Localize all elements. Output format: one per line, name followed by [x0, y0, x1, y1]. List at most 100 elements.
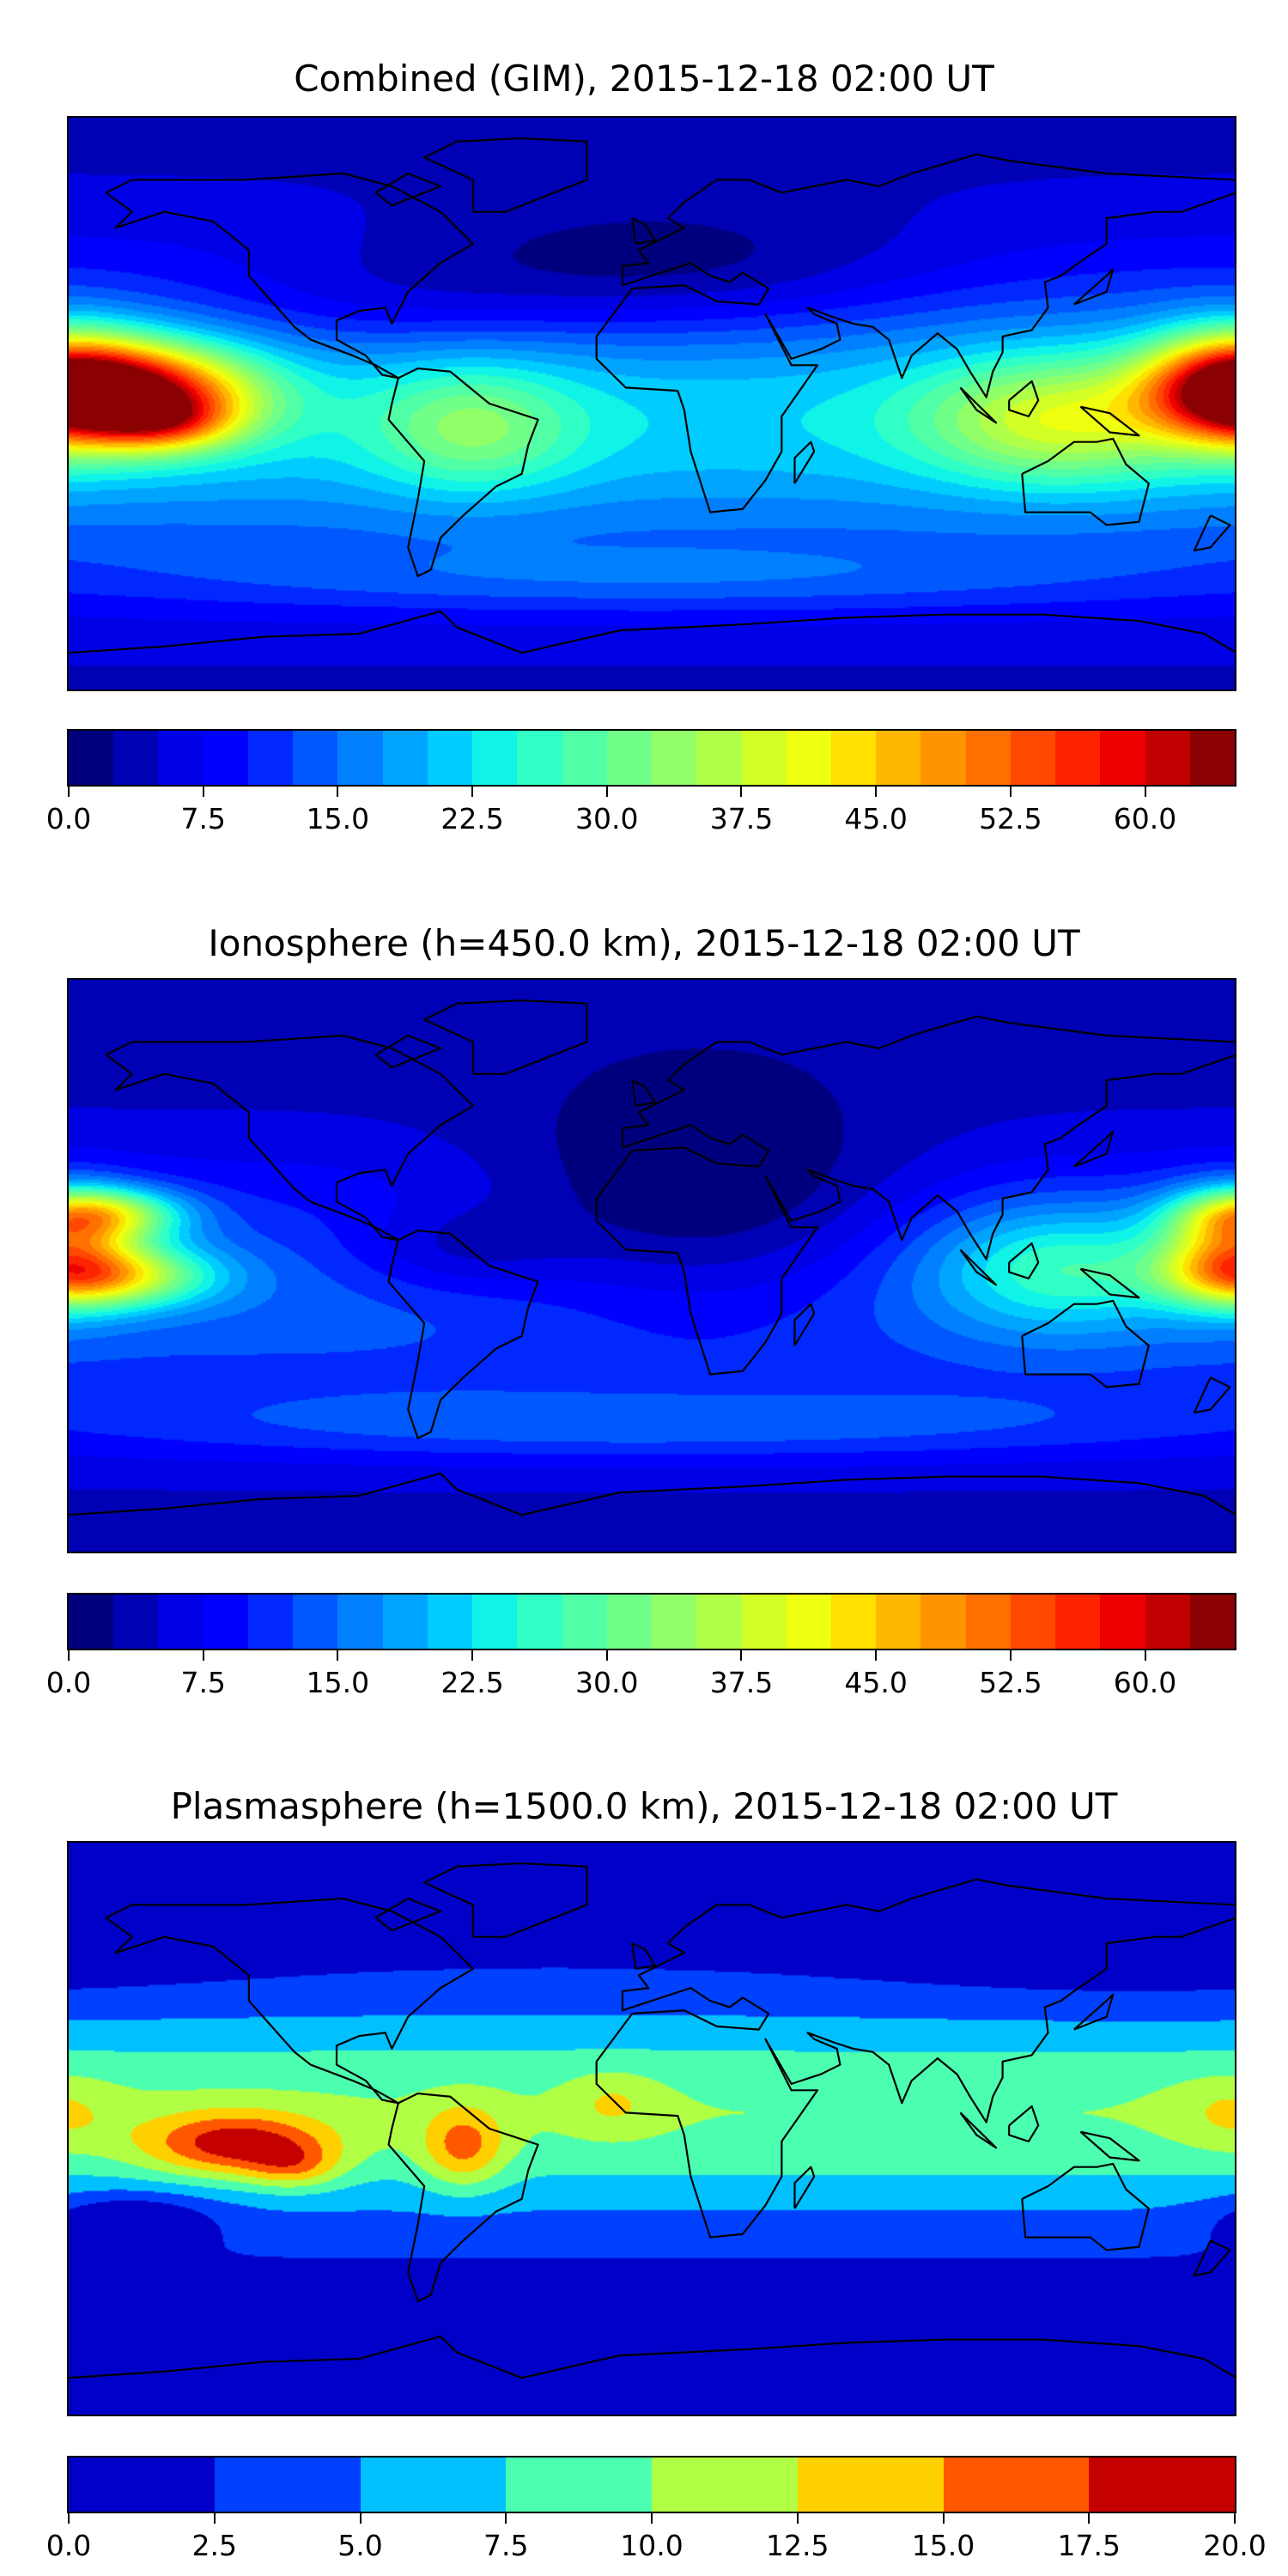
map-plot — [67, 1841, 1236, 2416]
colorbar-tick — [605, 787, 608, 797]
contour-field — [67, 116, 1236, 691]
colorbar-ticks: 0.0 2.5 5.0 7.5 10.0 12.5 15.0 17.5 20.0 — [46, 2513, 1267, 2565]
coastline — [106, 173, 473, 378]
colorbar-tick — [337, 787, 339, 797]
colorbar-bin — [247, 1595, 294, 1649]
coastline — [794, 2167, 814, 2208]
colorbar-tick — [875, 1650, 878, 1661]
colorbar-tick-label: 60.0 — [1113, 802, 1177, 835]
coastline — [1194, 2240, 1230, 2275]
colorbar-bin — [1010, 731, 1056, 785]
map-plot — [67, 116, 1236, 691]
colorbar-bin — [1100, 731, 1145, 785]
colorbar-bin — [1089, 2458, 1235, 2512]
colorbar-tick — [1234, 2513, 1236, 2524]
coastline — [1080, 1269, 1139, 1298]
colorbar-bin — [203, 1595, 248, 1649]
colorbar-tick-label: 15.0 — [306, 802, 370, 835]
colorbar-bin — [652, 731, 697, 785]
colorbar-bin — [472, 731, 518, 785]
colorbar-tick — [1009, 787, 1012, 797]
colorbar-tick — [202, 1650, 204, 1661]
colorbar-bin — [69, 731, 114, 785]
coastlines — [67, 1841, 1236, 2416]
colorbar — [67, 2456, 1236, 2513]
colorbar-tick-label: 52.5 — [979, 1666, 1042, 1699]
coastline — [1009, 2106, 1038, 2142]
coastline — [1074, 1995, 1113, 2030]
colorbar-tick-label: 7.5 — [483, 2529, 529, 2562]
coastline — [424, 1863, 586, 1937]
colorbar-tick — [796, 2513, 799, 2524]
colorbar-tick — [942, 2513, 945, 2524]
colorbar-tick-label: 12.5 — [766, 2529, 829, 2562]
colorbar-bin — [506, 2458, 652, 2512]
coastline — [424, 1000, 586, 1074]
coastline — [1080, 407, 1139, 436]
colorbar-tick-label: 0.0 — [46, 1666, 92, 1699]
colorbar-bin — [876, 731, 921, 785]
coastline — [424, 138, 586, 212]
coastline — [1194, 1377, 1230, 1413]
coastline — [389, 368, 538, 576]
colorbar-bin — [1010, 1595, 1056, 1649]
colorbar — [67, 1593, 1236, 1650]
coastline — [1009, 381, 1038, 416]
colorbar-bin — [1055, 731, 1101, 785]
coastline — [1022, 2164, 1149, 2251]
coastline — [375, 173, 440, 205]
colorbar-bin — [517, 731, 562, 785]
colorbar-tick — [740, 1650, 743, 1661]
colorbar-bin — [203, 731, 248, 785]
colorbar-tick-label: 60.0 — [1113, 1666, 1177, 1699]
colorbar-tick — [605, 1650, 608, 1661]
colorbar — [67, 729, 1236, 787]
coastline — [375, 1036, 440, 1067]
colorbar-bin — [472, 1595, 518, 1649]
colorbar-bin — [797, 2458, 944, 2512]
coastline — [1080, 2132, 1139, 2161]
colorbar-bin — [965, 731, 1011, 785]
colorbar-bin — [606, 731, 653, 785]
colorbar-bin — [1055, 1595, 1101, 1649]
colorbar-bin — [293, 1595, 338, 1649]
colorbar-bin — [786, 731, 831, 785]
colorbar-bin — [382, 731, 428, 785]
coastline — [67, 1473, 1236, 1515]
colorbar-tick-label: 22.5 — [440, 1666, 504, 1699]
coastline — [375, 1899, 440, 1930]
colorbar-tick-label: 52.5 — [979, 802, 1042, 835]
colorbar-bin — [786, 1595, 831, 1649]
contour-field — [67, 1841, 1236, 2416]
colorbar-tick-label: 15.0 — [306, 1666, 370, 1699]
coastline — [1074, 270, 1113, 305]
colorbar-bin — [830, 1595, 877, 1649]
coastline — [1022, 439, 1149, 526]
map-plot — [67, 978, 1236, 1553]
coastline — [106, 1036, 473, 1240]
colorbar-tick — [651, 2513, 653, 2524]
colorbar-tick-label: 17.5 — [1057, 2529, 1121, 2562]
colorbar-tick-label: 2.5 — [191, 2529, 237, 2562]
coastline — [67, 2336, 1236, 2378]
colorbar-tick-label: 37.5 — [709, 1666, 774, 1699]
coastline — [632, 1943, 654, 1969]
colorbar-bin — [69, 2458, 215, 2512]
colorbar-tick — [1088, 2513, 1091, 2524]
colorbar-tick-label: 0.0 — [46, 2529, 92, 2562]
colorbar-tick — [740, 787, 743, 797]
colorbar-bin — [943, 2458, 1090, 2512]
coastline — [389, 1230, 538, 1438]
coastline — [1009, 1243, 1038, 1279]
colorbar-ticks: 0.0 7.5 15.0 22.5 30.0 37.5 45.0 52.5 60.0 — [46, 1650, 1235, 1702]
colorbar-bin — [1145, 1595, 1190, 1649]
colorbar-tick — [68, 1650, 70, 1661]
colorbar-tick-label: 45.0 — [844, 802, 908, 835]
plot-title: Plasmasphere (h=1500.0 km), 2015-12-18 0… — [170, 1785, 1118, 1827]
coastline — [106, 1899, 473, 2103]
coastline — [1194, 515, 1230, 550]
colorbar-bin — [517, 1595, 562, 1649]
coastline — [1074, 1132, 1113, 1167]
axes-frame — [67, 978, 1236, 1553]
colorbar-bin — [1100, 1595, 1145, 1649]
